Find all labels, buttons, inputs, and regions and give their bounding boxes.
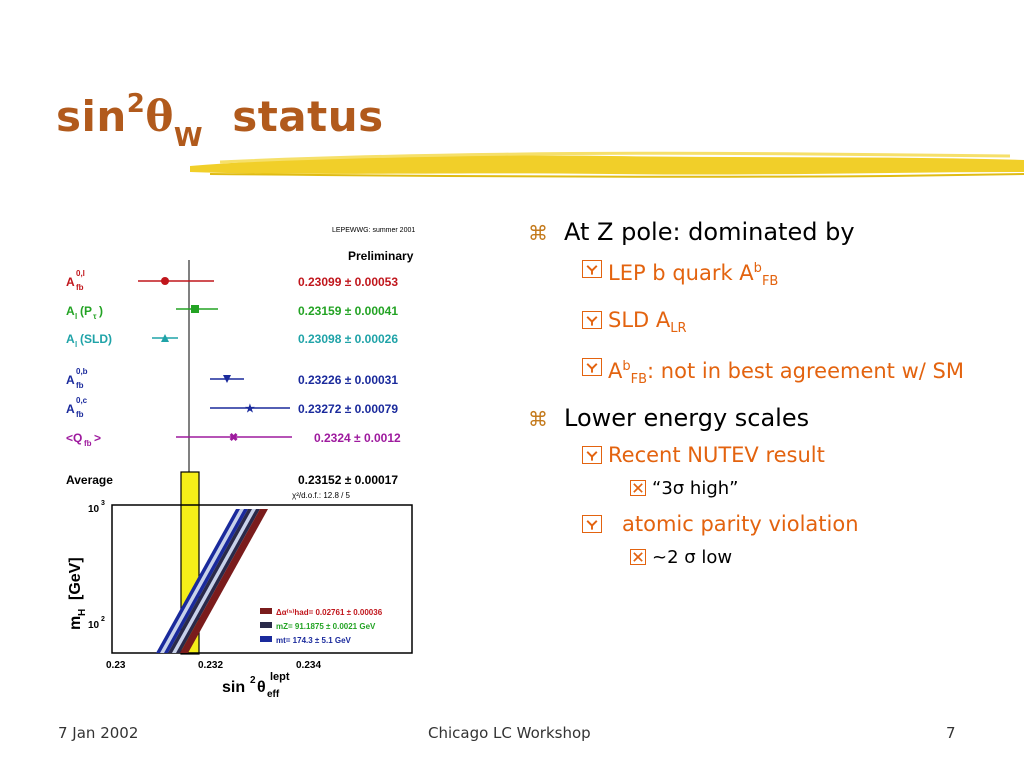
bullet-level2: atomic parity violation: [582, 509, 998, 539]
svg-text:0.23: 0.23: [106, 660, 126, 671]
svg-text:0.23272 ± 0.00079: 0.23272 ± 0.00079: [298, 402, 398, 416]
svg-text:10: 10: [88, 620, 100, 631]
checkbox-bullet-icon: [582, 260, 602, 278]
measurement-row: A 0,l fb 0.23099 ± 0.00053: [66, 269, 398, 292]
x-box-bullet-icon: [630, 549, 646, 566]
checkbox-bullet-icon: [582, 514, 602, 533]
svg-text:): ): [99, 304, 103, 318]
svg-text:0.2324 ± 0.0012: 0.2324 ± 0.0012: [314, 431, 401, 445]
svg-text:0.23159 ± 0.00041: 0.23159 ± 0.00041: [298, 304, 398, 318]
command-bullet-icon: ⌘: [528, 406, 548, 431]
svg-text:0.23098 ± 0.00026: 0.23098 ± 0.00026: [298, 332, 398, 346]
svg-text:sin: sin: [222, 679, 245, 696]
svg-text:(P: (P: [80, 304, 92, 318]
measurement-row: A 0,b fb 0.23226 ± 0.00031: [66, 367, 398, 390]
footer-center: Chicago LC Workshop: [428, 724, 591, 742]
plot-preliminary: Preliminary: [348, 249, 414, 263]
svg-text:2: 2: [250, 675, 256, 686]
svg-text:0,l: 0,l: [76, 269, 85, 278]
bullet-level2: LEP b quark AbFB: [582, 254, 998, 297]
average-row: Average 0.23152 ± 0.00017 χ²/d.o.f.: 12.…: [66, 473, 398, 500]
bullet-level2: Recent NUTEV result: [582, 440, 998, 470]
bullet-level1: ⌘ Lower energy scales: [528, 403, 810, 432]
svg-text:A: A: [66, 332, 75, 346]
svg-text:eff: eff: [267, 689, 280, 700]
svg-text:0.232: 0.232: [198, 660, 223, 671]
svg-text:fb: fb: [76, 410, 84, 419]
svg-text:[GeV]: [GeV]: [67, 557, 84, 600]
sin2theta-plot: LEPEWWG: summer 2001 Preliminary A 0,l f…: [66, 227, 415, 700]
svg-text:0.23152 ± 0.00017: 0.23152 ± 0.00017: [298, 473, 398, 487]
svg-text:mZ= 91.1875 ± 0.0021 GeV: mZ= 91.1875 ± 0.0021 GeV: [276, 622, 376, 631]
bullet-list: ⌘ At Z pole: dominated by LEP b quark Ab…: [528, 218, 998, 578]
svg-text:3: 3: [101, 500, 105, 507]
svg-text:fb: fb: [76, 381, 84, 390]
svg-text:H: H: [77, 609, 88, 616]
svg-text:0,b: 0,b: [76, 367, 88, 376]
svg-text:<Q: <Q: [66, 431, 82, 445]
svg-text:0.234: 0.234: [296, 660, 321, 671]
svg-text:Δα⁽⁵⁾had= 0.02761 ± 0.00036: Δα⁽⁵⁾had= 0.02761 ± 0.00036: [276, 608, 383, 617]
bullet-level1: ⌘ At Z pole: dominated by: [528, 218, 855, 246]
svg-text:l: l: [75, 312, 77, 321]
measurement-row: <Q fb > ✖ 0.2324 ± 0.0012: [66, 431, 401, 448]
page-number: 7: [946, 724, 956, 742]
bullet-level3: ~2 σ low: [630, 547, 998, 568]
x-box-bullet-icon: [630, 480, 646, 497]
title-underline-stroke: [190, 151, 1024, 178]
star-icon: ★: [245, 403, 255, 415]
cross-icon: ✖: [229, 432, 238, 444]
measurement-row: A l (P τ ) 0.23159 ± 0.00041: [66, 304, 398, 321]
slide-title: sin2θW status: [56, 89, 384, 154]
svg-text:A: A: [66, 373, 75, 387]
bullet-level2: SLD ALR: [582, 305, 998, 344]
svg-text:θ: θ: [257, 679, 266, 696]
measurement-row: A 0,c fb ★ 0.23272 ± 0.00079: [66, 396, 398, 419]
svg-text:A: A: [66, 402, 75, 416]
svg-text:0.23099 ± 0.00053: 0.23099 ± 0.00053: [298, 275, 398, 289]
checkbox-bullet-icon: [582, 358, 602, 377]
svg-text:m: m: [67, 616, 84, 630]
checkbox-bullet-icon: [582, 445, 602, 464]
bullet-level2: AbFB: not in best agreement w/ SM: [582, 352, 998, 395]
svg-text:10: 10: [88, 504, 100, 515]
measurement-row: A l (SLD) 0.23098 ± 0.00026: [66, 332, 398, 349]
svg-text:0,c: 0,c: [76, 396, 88, 405]
plot-header: LEPEWWG: summer 2001: [332, 227, 415, 234]
svg-text:Average: Average: [66, 473, 113, 487]
svg-text:l: l: [75, 340, 77, 349]
svg-text:χ²/d.o.f.: 12.8 / 5: χ²/d.o.f.: 12.8 / 5: [292, 491, 351, 500]
svg-text:A: A: [66, 304, 75, 318]
svg-text:>: >: [94, 431, 101, 445]
svg-text:A: A: [66, 275, 75, 289]
svg-text:τ: τ: [93, 312, 97, 321]
svg-text:lept: lept: [270, 671, 290, 683]
svg-text:2: 2: [101, 616, 105, 623]
checkbox-bullet-icon: [582, 311, 602, 330]
svg-text:mt= 174.3 ± 5.1 GeV: mt= 174.3 ± 5.1 GeV: [276, 636, 352, 645]
svg-text:fb: fb: [84, 439, 92, 448]
command-bullet-icon: ⌘: [528, 221, 548, 245]
footer-date: 7 Jan 2002: [58, 724, 139, 742]
bullet-level3: “3σ high”: [630, 478, 998, 499]
svg-text:fb: fb: [76, 283, 84, 292]
svg-text:(SLD): (SLD): [80, 332, 112, 346]
svg-text:0.23226 ± 0.00031: 0.23226 ± 0.00031: [298, 373, 398, 387]
